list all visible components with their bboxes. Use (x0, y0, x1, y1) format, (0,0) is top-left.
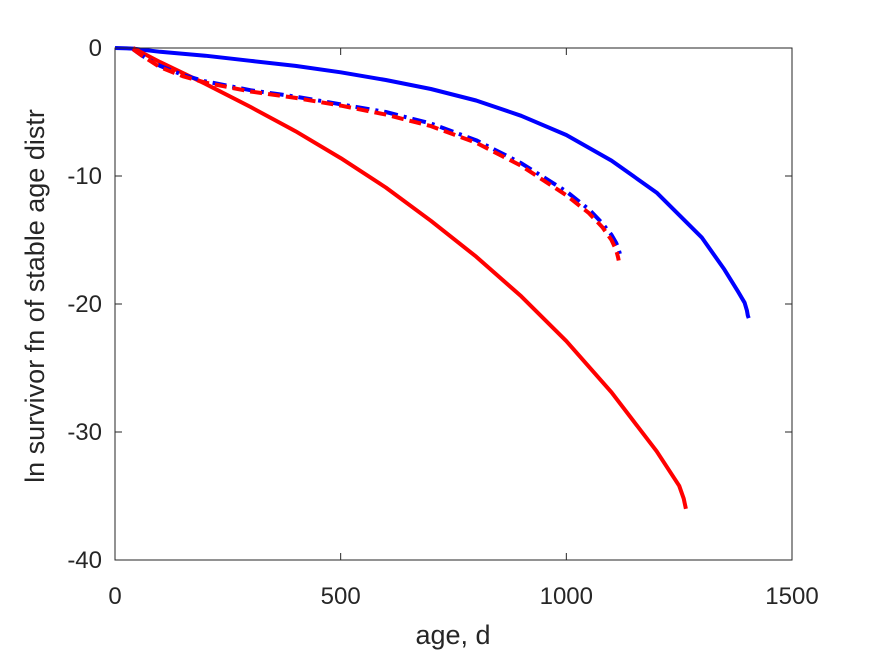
y-axis-label: ln survivor fn of stable age distr (20, 109, 50, 483)
x-tick-label-0: 0 (108, 583, 121, 610)
series-layer (114, 46, 751, 510)
x-tick-label-1500: 1500 (765, 583, 818, 610)
plot-background (115, 48, 792, 560)
x-tick-label-1000: 1000 (540, 583, 593, 610)
x-tick-label-500: 500 (321, 583, 361, 610)
y-tick-label-minus-40: -40 (67, 547, 102, 574)
series-line-4 (131, 47, 621, 261)
series-line-1 (114, 46, 751, 319)
series-line-2 (132, 46, 688, 510)
y-tick-label-minus-20: -20 (67, 291, 102, 318)
ticks-layer (114, 47, 793, 561)
y-tick-label-minus-30: -30 (67, 419, 102, 446)
y-tick-label-minus-10: -10 (67, 163, 102, 190)
x-axis-label: age, d (415, 620, 490, 650)
y-tick-label-0: 0 (89, 35, 102, 62)
